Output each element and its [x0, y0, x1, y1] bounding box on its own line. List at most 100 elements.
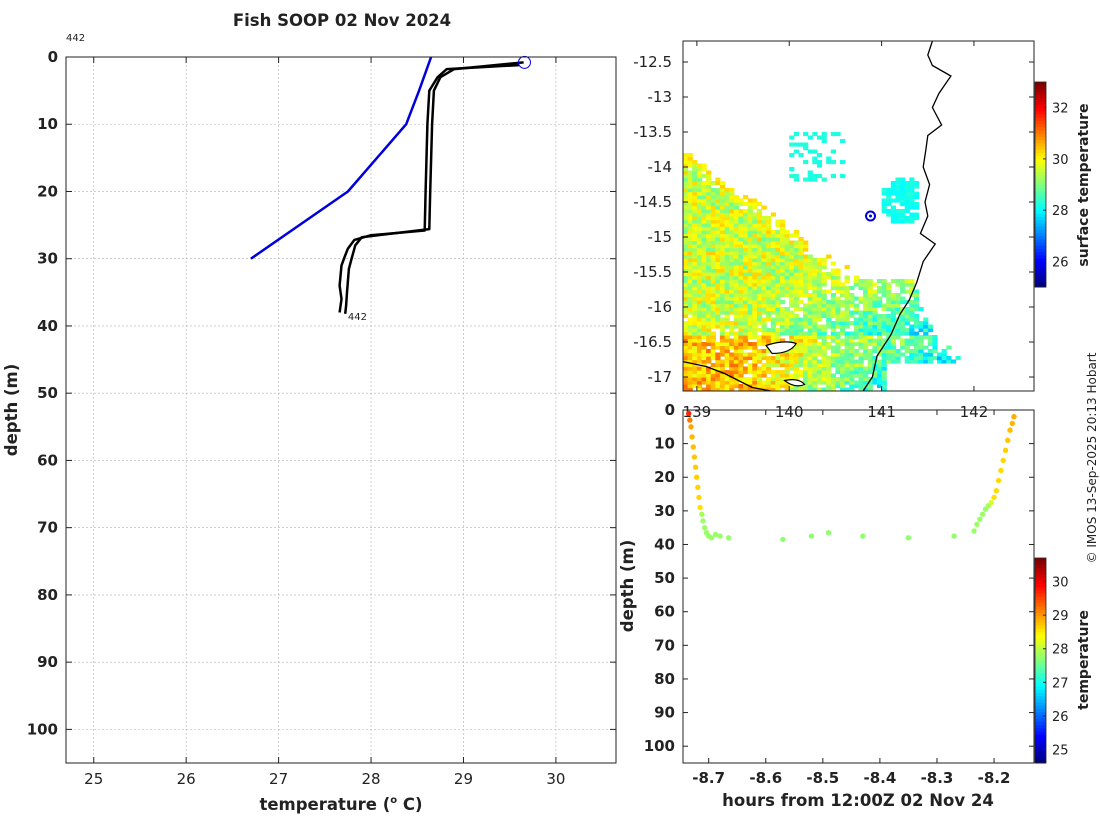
sst-cell	[729, 261, 735, 266]
section-colorbar-swatch	[1035, 753, 1046, 758]
sst-cell	[683, 303, 689, 308]
sst-cell	[761, 307, 767, 312]
sst-cell	[784, 328, 790, 333]
sst-cell	[812, 268, 818, 273]
sst-cell	[881, 317, 887, 322]
sst-cell	[756, 219, 763, 224]
sst-cell	[733, 352, 739, 357]
sst-cell	[835, 331, 841, 336]
sst-cell	[900, 310, 906, 315]
sst-cell	[738, 356, 744, 361]
sst-cell	[789, 331, 795, 336]
sst-cell	[830, 160, 836, 165]
map-colorbar-swatch	[1035, 149, 1046, 153]
sst-cell	[780, 279, 786, 284]
section-point	[974, 521, 980, 527]
section-point	[1011, 414, 1017, 420]
sst-cell	[844, 352, 850, 357]
sst-cell	[826, 387, 832, 391]
sst-cell	[738, 254, 744, 259]
sst-cell	[863, 296, 869, 301]
sst-cell	[872, 356, 878, 361]
sst-cell	[747, 317, 753, 322]
sst-cell	[719, 342, 726, 347]
sst-cell	[895, 181, 901, 186]
sst-cell	[807, 149, 813, 154]
sst-cell	[946, 345, 952, 350]
sst-cell	[738, 366, 744, 371]
sst-cell	[729, 310, 735, 315]
sst-cell	[872, 349, 878, 354]
sst-cell	[683, 349, 689, 354]
sst-cell	[706, 293, 712, 298]
sst-cell	[738, 282, 744, 287]
sst-cell	[701, 349, 707, 354]
sst-cell	[701, 324, 707, 329]
sst-cell	[890, 338, 896, 343]
section-point	[691, 454, 698, 460]
section-point	[697, 504, 703, 511]
sst-cell	[692, 167, 698, 172]
sst-cell	[706, 387, 712, 391]
sst-cell	[687, 384, 693, 389]
sst-cell	[724, 345, 730, 350]
sst-cell	[770, 240, 776, 245]
sst-cell	[812, 160, 818, 165]
sst-cell	[687, 387, 693, 391]
sst-cell	[789, 135, 795, 140]
sst-cell	[812, 275, 818, 280]
sst-cell	[775, 247, 781, 252]
sst-cell	[821, 380, 827, 385]
sst-cell	[719, 359, 726, 364]
sst-cell	[798, 251, 804, 256]
sst-cell	[766, 223, 772, 228]
sst-cell	[724, 275, 730, 280]
sst-cell	[696, 352, 703, 357]
profile-ytick-label: 0	[48, 48, 58, 66]
sst-cell	[706, 174, 712, 179]
sst-cell	[835, 338, 841, 343]
sst-cell	[687, 247, 693, 252]
sst-cell	[812, 272, 818, 277]
sst-cell	[706, 198, 712, 203]
sst-cell	[701, 310, 707, 315]
sst-cell	[909, 349, 915, 354]
sst-cell	[719, 247, 726, 252]
sst-cell	[752, 226, 758, 231]
sst-cell	[784, 272, 790, 277]
sst-cell	[687, 219, 693, 224]
sst-cell	[747, 279, 753, 284]
sst-cell	[932, 349, 938, 354]
sst-cell	[715, 282, 721, 287]
sst-cell	[821, 352, 827, 357]
sst-cell	[793, 142, 799, 147]
sst-cell	[729, 272, 735, 277]
sst-cell	[867, 321, 873, 326]
sst-cell	[696, 303, 703, 308]
sst-cell	[696, 254, 703, 259]
sst-cell	[798, 373, 804, 378]
sst-cell	[826, 300, 832, 305]
sst-cell	[904, 359, 910, 364]
section-point	[702, 525, 708, 531]
sst-cell	[803, 282, 809, 287]
sst-cell	[793, 314, 799, 319]
sst-cell	[701, 314, 707, 319]
sst-cell	[692, 268, 698, 273]
sst-cell	[692, 209, 698, 214]
sst-cell	[738, 286, 744, 291]
sst-cell	[738, 314, 744, 319]
sst-cell	[706, 230, 712, 235]
sst-cell	[719, 223, 726, 228]
sst-cell	[886, 289, 892, 294]
sst-cell	[696, 219, 703, 224]
sst-cell	[886, 349, 892, 354]
sst-cell	[793, 363, 799, 368]
map-chart: 139 140 141 142-12.5-13-13.5-14-14.5-15-15.…	[633, 40, 1035, 421]
sst-cell	[826, 275, 832, 280]
sst-cell	[738, 317, 744, 322]
sst-cell	[770, 275, 776, 280]
sst-cell	[780, 380, 786, 385]
sst-cell	[807, 279, 813, 284]
sst-cell	[826, 373, 832, 378]
